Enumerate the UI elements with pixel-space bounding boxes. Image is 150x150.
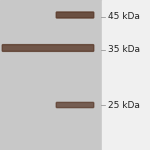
Text: 45 kDa: 45 kDa — [108, 12, 140, 21]
Text: 35 kDa: 35 kDa — [108, 45, 140, 54]
Text: 25 kDa: 25 kDa — [108, 100, 140, 109]
FancyBboxPatch shape — [56, 12, 94, 18]
Bar — [102, 0, 150, 150]
Bar — [0, 0, 102, 150]
FancyBboxPatch shape — [56, 102, 94, 108]
FancyBboxPatch shape — [2, 45, 94, 51]
